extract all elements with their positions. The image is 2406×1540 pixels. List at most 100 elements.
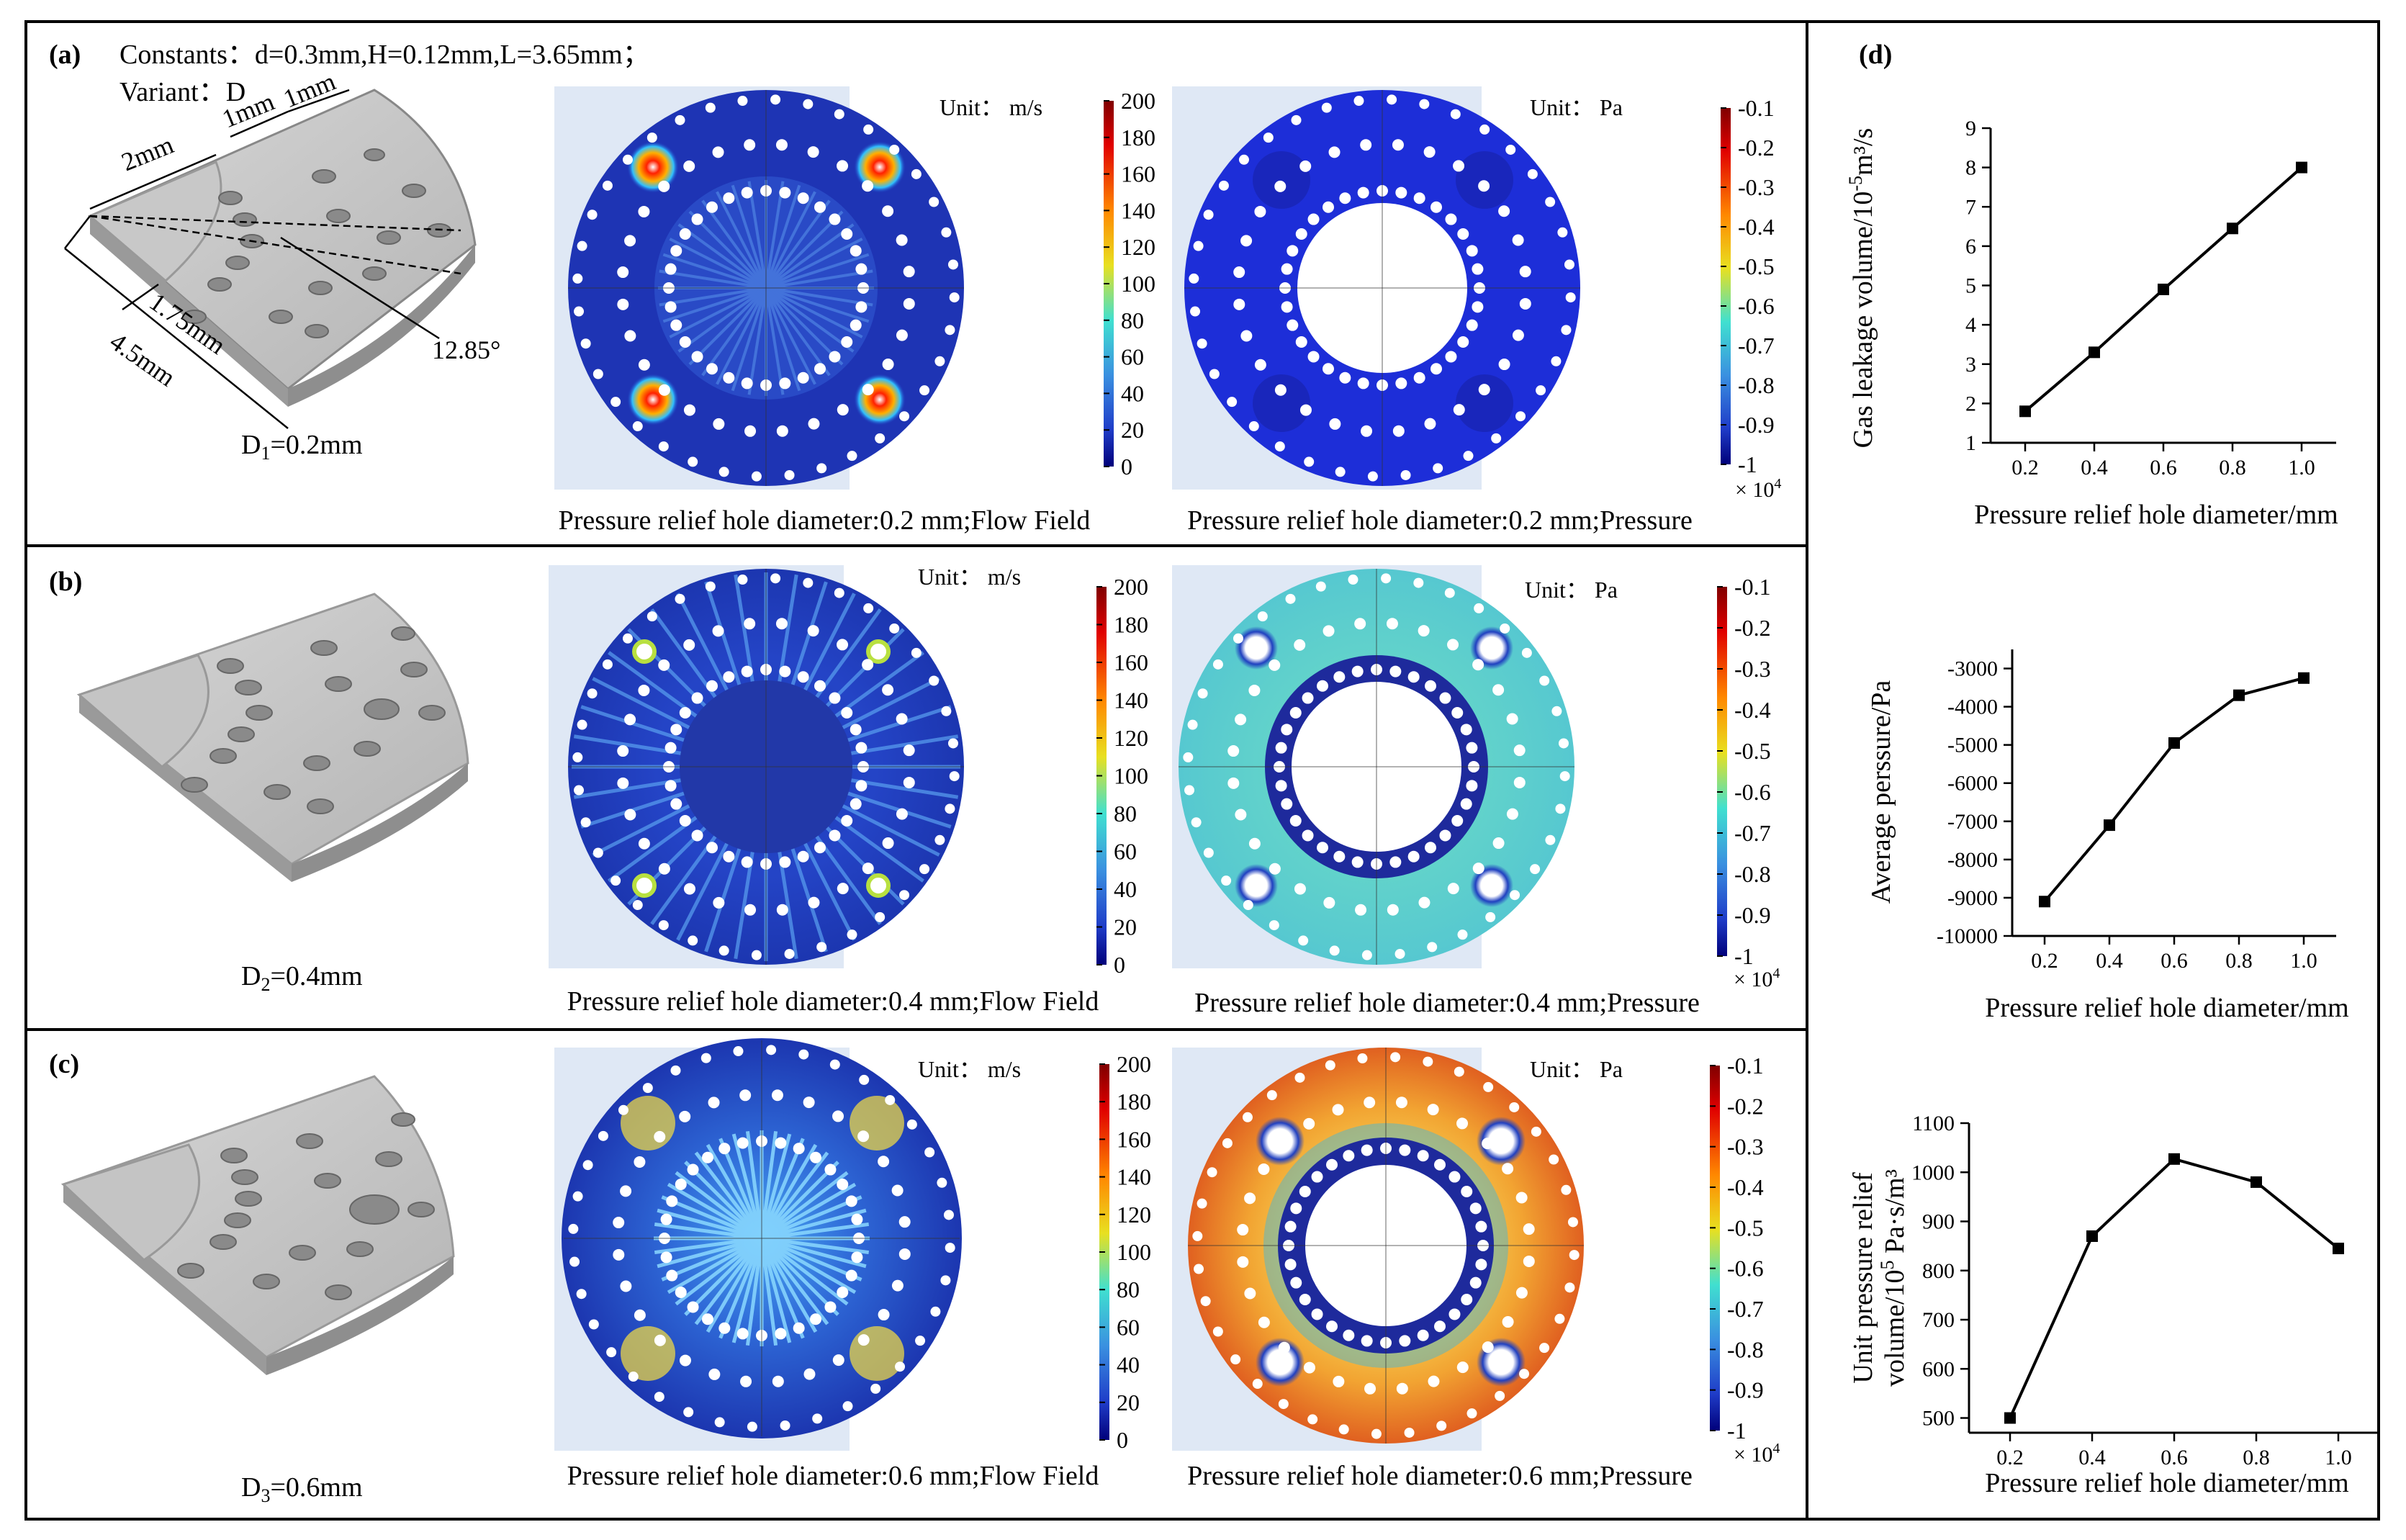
relief-hole	[870, 1383, 881, 1394]
relief-hole	[803, 577, 814, 588]
relief-hole	[620, 1280, 632, 1292]
relief-hole	[1295, 228, 1307, 240]
dim-4-5mm: 4.5mm	[104, 327, 181, 392]
relief-hole	[896, 713, 908, 725]
relief-hole	[1498, 359, 1510, 371]
relief-hole	[1502, 1316, 1514, 1328]
flow-streak	[657, 1236, 762, 1269]
relief-hole	[1475, 1220, 1487, 1233]
relief-hole	[1515, 411, 1526, 422]
panel-a-label: (a)	[49, 40, 81, 70]
relief-hole	[1281, 724, 1293, 736]
relief-hole	[1197, 338, 1207, 349]
relief-hole	[814, 842, 826, 854]
colorbar-tick-label: -0.2	[1738, 135, 1775, 161]
relief-hole	[638, 205, 650, 217]
relief-hole	[1466, 1408, 1477, 1419]
relief-hole	[622, 154, 633, 165]
relief-hole	[845, 1269, 857, 1282]
relief-hole	[1453, 404, 1465, 416]
relief-hole	[1434, 1158, 1446, 1171]
dim-2mm: 2mm	[117, 130, 178, 177]
pressure-unit-a: Unit： Pa	[1530, 94, 1623, 120]
data-point	[2086, 1230, 2098, 1242]
relief-hole	[1203, 210, 1214, 220]
flow-streak	[701, 287, 767, 377]
flow-streak	[677, 287, 767, 353]
diameter-c: D3=0.6mm	[241, 1472, 363, 1506]
flow-streak	[661, 1236, 762, 1282]
relief-hole	[688, 935, 698, 946]
relief-hole	[1263, 132, 1274, 143]
flow-streak	[765, 223, 855, 289]
pressure-multiplier-a: × 104	[1735, 476, 1781, 502]
relief-hole	[829, 213, 841, 225]
relief-hole	[1485, 911, 1496, 922]
flow-unit-b: Unit： m/s	[918, 564, 1021, 590]
relief-hole	[1521, 647, 1532, 658]
relief-hole	[945, 803, 955, 814]
colorbar-tick-label: 180	[1117, 1089, 1151, 1115]
diameter-a: D1=0.2mm	[241, 430, 363, 464]
y-tick-label: 9	[1965, 117, 1976, 140]
flow-streak	[716, 191, 767, 289]
colorbar-tick-label: 60	[1121, 344, 1144, 370]
relief-hole	[1502, 1163, 1514, 1175]
relief-hole	[1284, 1220, 1297, 1233]
relief-hole	[1400, 469, 1411, 480]
relief-hole	[1450, 109, 1461, 120]
panel-c-label: (c)	[49, 1049, 79, 1079]
relief-hole	[1512, 329, 1524, 341]
relief-hole	[1361, 425, 1373, 437]
relief-hole	[1269, 659, 1281, 671]
relief-hole	[1472, 863, 1484, 875]
relief-hole	[1395, 186, 1407, 199]
y-tick-label: -6000	[1947, 772, 1998, 796]
relief-hole	[658, 863, 670, 875]
relief-hole	[1235, 809, 1247, 821]
relief-hole	[891, 1184, 904, 1197]
relief-hole	[803, 99, 814, 109]
relief-hole	[670, 245, 682, 257]
y-tick-label: -9000	[1947, 886, 1998, 910]
relief-hole	[1519, 266, 1531, 278]
relief-hole	[898, 1216, 911, 1228]
relief-hole	[691, 213, 703, 225]
relief-hole	[1390, 1052, 1401, 1063]
relief-hole	[1304, 456, 1315, 467]
flow-streak	[765, 210, 844, 289]
flow-streak	[765, 287, 844, 366]
flow-streak	[657, 1208, 762, 1240]
colorbar-tick-label: -0.5	[1738, 253, 1775, 279]
pressure-field-c	[1172, 1048, 1584, 1451]
relief-hole	[1335, 467, 1346, 477]
relief-hole	[1512, 234, 1524, 246]
dim-angle: 12.85°	[432, 336, 500, 364]
relief-hole	[670, 319, 682, 331]
relief-hole	[1295, 336, 1307, 348]
flow-streak	[760, 1238, 805, 1339]
relief-hole	[829, 829, 841, 842]
relief-hole	[947, 738, 958, 749]
relief-hole	[784, 469, 795, 480]
relief-hole	[572, 1191, 583, 1202]
relief-hole	[1197, 1198, 1207, 1209]
relief-hole	[1395, 377, 1407, 389]
relief-hole	[1472, 659, 1484, 671]
relief-hole	[658, 920, 669, 931]
relief-hole	[1469, 1202, 1482, 1215]
relief-hole	[660, 1213, 672, 1225]
plate-model-b	[76, 593, 469, 882]
relief-hole	[1413, 192, 1425, 204]
figure-frame	[24, 20, 2380, 1521]
constants-text: Constants：d=0.3mm,H=0.12mm,L=3.65mm；	[120, 40, 650, 70]
relief-hole	[929, 197, 940, 207]
relief-hole	[701, 1151, 713, 1163]
y-tick-label: -3000	[1947, 657, 1998, 681]
relief-hole	[723, 850, 735, 863]
relief-hole	[1404, 1427, 1415, 1438]
relief-hole	[832, 1110, 844, 1122]
relief-hole	[1303, 1117, 1315, 1130]
relief-hole	[1242, 1112, 1253, 1122]
